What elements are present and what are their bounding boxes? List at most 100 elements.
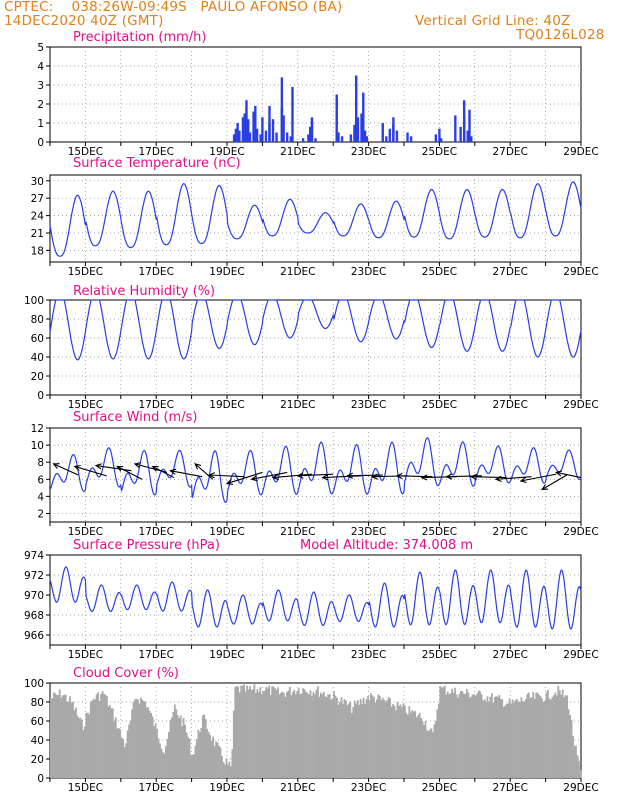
cloud-bar — [303, 689, 306, 778]
cloud-bar — [356, 700, 359, 778]
precip-bar — [271, 119, 275, 142]
cloud-bar — [162, 752, 164, 778]
cloud-bar — [434, 720, 437, 778]
cloud-bar — [95, 694, 98, 778]
precip-bar — [238, 130, 241, 142]
cloud-bar — [144, 701, 147, 778]
cloud-bar — [561, 689, 564, 778]
precip-bar — [259, 134, 262, 142]
cloud-bar — [246, 685, 248, 778]
cloud-bar — [86, 712, 89, 778]
cloud-bar — [234, 687, 237, 778]
precip-bar — [285, 132, 289, 142]
cloud-bar — [448, 693, 451, 778]
cloud-bar — [85, 712, 88, 778]
cloud-bar — [232, 710, 235, 778]
cloud-bar — [283, 693, 285, 778]
cloud-bar — [493, 696, 496, 778]
cloud-bar — [451, 688, 453, 778]
x-tick-label: 21DEC — [280, 649, 315, 661]
cloud-bar — [82, 730, 85, 778]
cloud-bar — [430, 728, 433, 778]
cloud-bar — [244, 691, 247, 778]
cloud-bar — [364, 703, 366, 778]
precip-bar — [310, 117, 314, 142]
precip-bar — [409, 136, 413, 142]
cloud-bar — [137, 699, 139, 778]
cloud-bar — [160, 748, 163, 778]
y-tick-label: 27 — [31, 193, 44, 205]
cloud-bar — [362, 697, 365, 778]
cloud-bar — [405, 712, 408, 778]
cloud-bar — [296, 691, 299, 778]
cloud-bar — [398, 705, 400, 778]
cloud-bar — [314, 694, 316, 778]
cloud-bar — [275, 690, 278, 778]
cloud-bar — [386, 700, 389, 778]
cloud-bar — [473, 694, 476, 778]
x-tick-label: 29DEC — [563, 266, 598, 278]
cloud-bar — [489, 696, 492, 778]
cloud-bar — [98, 700, 101, 778]
y-tick-label: 3 — [37, 80, 44, 92]
precip-bar — [395, 130, 399, 142]
cloud-bar — [134, 699, 136, 778]
cloud-bar — [206, 728, 209, 778]
y-tick-label: 8 — [37, 457, 44, 469]
cloud-bar — [322, 691, 325, 778]
precip-bar — [247, 119, 250, 142]
x-tick-label: 23DEC — [351, 649, 386, 661]
cloud-bar — [328, 694, 331, 778]
cloud-bar — [529, 697, 532, 778]
cloud-bar — [218, 745, 220, 778]
cloud-bar — [548, 698, 551, 778]
cloud-bar — [148, 710, 151, 778]
y-tick-label: 80 — [31, 314, 44, 326]
cloud-bar — [288, 686, 291, 778]
precip-bar — [255, 128, 259, 142]
precip-bar — [308, 126, 312, 142]
cloud-bar — [367, 696, 369, 778]
cloud-bar — [66, 701, 68, 778]
precip-bar — [236, 123, 239, 142]
y-tick-label: 24 — [31, 211, 45, 223]
cloud-bar — [460, 690, 462, 778]
cloud-bar — [101, 691, 104, 778]
cloud-bar — [439, 686, 442, 778]
precip-bar — [234, 128, 238, 142]
precip-bar — [241, 117, 245, 142]
panel-5 — [46, 554, 582, 649]
cloud-bar — [178, 718, 181, 778]
cloud-bar — [319, 692, 322, 778]
precip-bar — [438, 128, 441, 142]
cloud-bar — [458, 693, 461, 778]
header-code: TQ0126L028 — [516, 27, 605, 43]
cloud-bar — [132, 702, 135, 778]
cloud-bar — [201, 715, 204, 778]
cloud-bar — [142, 701, 145, 778]
cloud-bar — [464, 694, 467, 778]
wind-arrow — [251, 471, 288, 480]
precip-bar — [291, 86, 294, 142]
precip-bar — [282, 115, 285, 142]
cloud-bar — [109, 704, 111, 778]
cloud-bar — [414, 710, 417, 778]
wind-arrow — [152, 465, 175, 479]
cloud-bar — [576, 755, 579, 778]
cloud-bar — [485, 701, 487, 778]
cloud-bar — [300, 693, 303, 778]
cloud-bar — [392, 704, 394, 778]
cloud-bar — [227, 764, 229, 778]
precip-bar — [385, 136, 388, 142]
wind-arrow-head — [94, 463, 102, 470]
series-line-4 — [49, 437, 582, 503]
precip-bar — [243, 113, 246, 142]
panel-frame — [49, 174, 582, 263]
header-grid-note: Vertical Grid Line: 40Z — [415, 13, 571, 29]
cloud-bar — [536, 692, 539, 778]
x-tick-label: 29DEC — [563, 782, 598, 794]
cloud-bar — [579, 770, 582, 778]
cloud-bar — [377, 694, 380, 778]
y-tick-label: 2 — [37, 99, 44, 111]
cloud-bar — [526, 694, 529, 778]
